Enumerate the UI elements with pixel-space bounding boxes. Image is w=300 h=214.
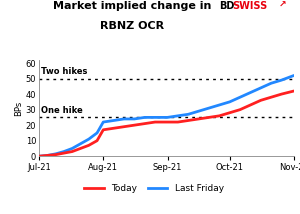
Text: One hike: One hike [41,106,83,115]
Text: Two hikes: Two hikes [41,67,87,76]
Y-axis label: BPs: BPs [14,100,23,116]
Text: Market implied change in: Market implied change in [53,1,211,11]
Text: ↗: ↗ [279,1,286,10]
Text: RBNZ OCR: RBNZ OCR [100,21,164,31]
Text: SWISS: SWISS [232,1,268,11]
Legend: Today, Last Friday: Today, Last Friday [80,181,227,197]
Text: BD: BD [219,1,234,11]
